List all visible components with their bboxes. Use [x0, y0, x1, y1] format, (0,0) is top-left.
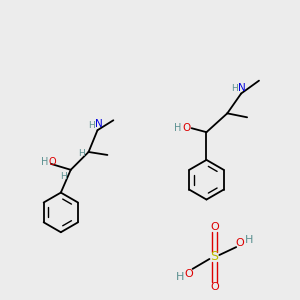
Text: S: S — [210, 250, 218, 263]
Text: H: H — [176, 272, 184, 282]
Text: H: H — [245, 235, 253, 245]
Text: O: O — [236, 238, 244, 248]
Text: H: H — [60, 172, 67, 181]
Text: H: H — [78, 149, 85, 158]
Text: O: O — [210, 282, 219, 292]
Text: H: H — [41, 157, 49, 167]
Text: N: N — [94, 119, 102, 129]
Text: O: O — [182, 123, 191, 133]
Text: O: O — [210, 222, 219, 232]
Text: H: H — [174, 123, 182, 133]
Text: O: O — [48, 157, 56, 167]
Text: O: O — [184, 269, 193, 279]
Text: H: H — [231, 84, 238, 93]
Text: H: H — [88, 121, 95, 130]
Text: N: N — [238, 82, 246, 93]
